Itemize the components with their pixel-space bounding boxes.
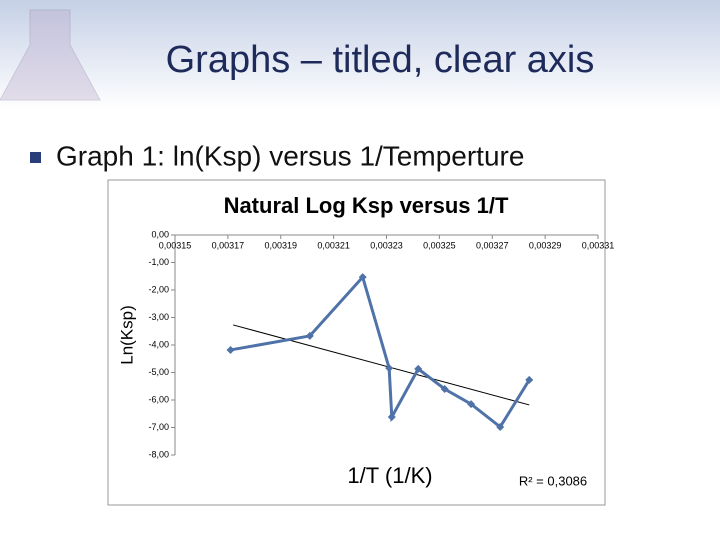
data-point	[387, 413, 396, 422]
bullet-text: Graph 1: ln(Ksp) versus 1/Temperture	[56, 140, 524, 171]
x-axis-title: 1/T (1/K)	[347, 463, 432, 488]
y-tick-label: 0,00	[151, 229, 169, 239]
y-tick-label: -1,00	[148, 257, 169, 267]
y-tick-label: -6,00	[148, 394, 169, 404]
x-tick-label: 0,00319	[264, 240, 297, 250]
y-axis-title: Ln(Ksp)	[117, 305, 136, 365]
data-point	[385, 364, 394, 373]
header-band	[0, 0, 720, 110]
x-tick-label: 0,00331	[582, 240, 615, 250]
y-tick-label: -3,00	[148, 312, 169, 322]
flask-decoration	[0, 9, 101, 101]
data-point	[496, 422, 505, 431]
x-tick-label: 0,00327	[476, 240, 509, 250]
slide-title: Graphs – titled, clear axis	[166, 39, 595, 81]
series-line	[230, 274, 531, 430]
y-tick-label: -8,00	[148, 449, 169, 459]
bullet-marker	[30, 152, 41, 163]
x-tick-label: 0,00329	[529, 240, 562, 250]
x-tick-label: 0,00321	[317, 240, 350, 250]
data-point	[358, 273, 367, 282]
data-point	[414, 364, 423, 373]
data-point	[440, 385, 449, 393]
chart-frame	[107, 179, 606, 506]
x-tick-label: 0,00325	[423, 240, 456, 250]
y-tick-label: -2,00	[148, 284, 169, 294]
y-tick-label: -7,00	[148, 422, 169, 432]
data-point	[226, 345, 235, 354]
y-tick-label: -4,00	[148, 339, 169, 349]
trendline	[233, 324, 530, 406]
x-tick-label: 0,00323	[370, 240, 403, 250]
x-tick-label: 0,00317	[212, 240, 245, 250]
r-squared: R² = 0,3086	[519, 473, 587, 488]
data-point	[525, 375, 534, 384]
data-point	[467, 400, 476, 409]
data-point	[305, 331, 314, 340]
chart-title: Natural Log Ksp versus 1/T	[224, 193, 509, 218]
y-tick-label: -5,00	[148, 367, 169, 377]
x-tick-label: 0,00315	[159, 240, 192, 250]
